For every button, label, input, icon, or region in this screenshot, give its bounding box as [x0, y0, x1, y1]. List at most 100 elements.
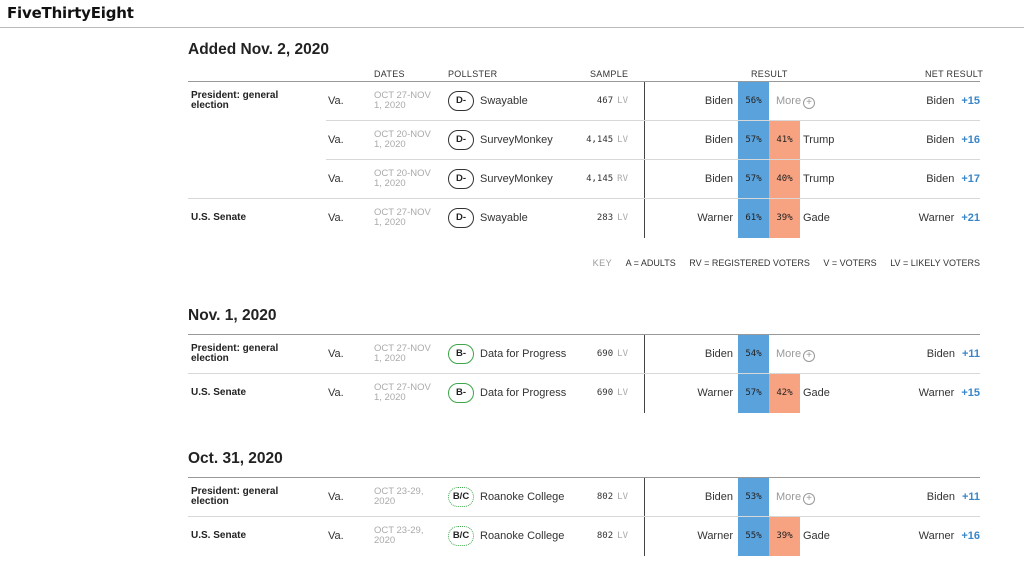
pollster-name[interactable]: Swayable [480, 95, 528, 107]
net-margin: +17 [961, 173, 980, 185]
col-header-dates: DATES [374, 69, 405, 79]
state: Va. [328, 387, 344, 399]
result-divider [644, 478, 645, 556]
result-divider [644, 335, 645, 413]
pollster-name[interactable]: SurveyMonkey [480, 173, 553, 185]
pollster-name[interactable]: Swayable [480, 212, 528, 224]
key-voters: V = VOTERS [823, 258, 877, 268]
net-leader: Biden [926, 173, 955, 185]
pollster-grade[interactable]: D- [448, 130, 474, 150]
candidate-1: Warner [697, 212, 733, 224]
net-leader: Biden [926, 491, 955, 503]
result-bar-rep: 41% [769, 121, 800, 160]
pollster-name[interactable]: Data for Progress [480, 387, 567, 399]
pollster-grade[interactable]: D- [448, 91, 474, 111]
population-type: LV [617, 349, 628, 359]
population-type: LV [617, 96, 628, 106]
population-type: LV [617, 135, 628, 145]
result-bar-rep: 39% [769, 199, 800, 238]
candidate-2: Trump [803, 173, 835, 185]
pollster-name[interactable]: Roanoke College [480, 530, 565, 542]
result-bar-dem: 53% [738, 478, 769, 517]
pollster-grade[interactable]: D- [448, 169, 474, 189]
candidate-2: Gade [803, 530, 830, 542]
col-header-sample: SAMPLE [590, 69, 629, 79]
pollster-grade[interactable]: D- [448, 208, 474, 228]
race-label: President: general election [191, 486, 279, 507]
net-margin: +21 [961, 212, 980, 224]
site-logo[interactable]: FiveThirtyEight [7, 4, 134, 22]
result-bar-dem: 54% [738, 335, 769, 374]
pollster-grade[interactable]: B- [448, 344, 474, 364]
pollster-grade[interactable]: B/C [448, 526, 474, 546]
more-button[interactable]: More + [776, 491, 816, 505]
top-bar: FiveThirtyEight [0, 0, 1024, 28]
col-header-pollster: POLLSTER [448, 69, 498, 79]
sample-size: 690 LV [596, 388, 628, 398]
candidate-1: Biden [704, 491, 733, 503]
result-bar-rep: 39% [769, 517, 800, 556]
col-header-net-result: NET RESULT [925, 69, 984, 79]
race-label: U.S. Senate [191, 387, 247, 398]
candidate-1: Biden [704, 134, 733, 146]
state: Va. [328, 173, 344, 185]
key-registered-voters: RV = REGISTERED VOTERS [689, 258, 810, 268]
poll-dates: OCT 27-NOV 1, 2020 [374, 382, 431, 403]
population-type: LV [617, 388, 628, 398]
sample-size: 690 LV [596, 349, 628, 359]
result-bar-dem: 61% [738, 199, 769, 238]
state: Va. [328, 530, 344, 542]
state: Va. [328, 95, 344, 107]
net-leader: Biden [926, 95, 955, 107]
plus-circle-icon: + [803, 97, 816, 109]
candidate-1: Warner [697, 530, 733, 542]
net-result: Biden +17 [926, 173, 980, 185]
result-bar-dem: 56% [738, 82, 769, 121]
poll-dates: OCT 27-NOV 1, 2020 [374, 207, 431, 228]
population-type: LV [617, 531, 628, 541]
candidate-1: Biden [704, 173, 733, 185]
section-divider [188, 81, 980, 82]
net-result: Biden +11 [927, 348, 980, 360]
pollster-name[interactable]: Data for Progress [480, 348, 567, 360]
row-divider [188, 198, 980, 199]
section-title: Oct. 31, 2020 [188, 450, 283, 467]
row-divider [188, 516, 980, 517]
sample-size: 4,145 RV [586, 174, 628, 184]
net-margin: +11 [961, 348, 980, 360]
section-divider [188, 477, 980, 478]
pollster-name[interactable]: SurveyMonkey [480, 134, 553, 146]
result-bar-rep: 40% [769, 160, 800, 199]
state: Va. [328, 348, 344, 360]
net-leader: Warner [918, 387, 955, 399]
more-button[interactable]: More + [776, 95, 816, 109]
state: Va. [328, 134, 344, 146]
section-title: Nov. 1, 2020 [188, 307, 277, 324]
result-bar-rep: 42% [769, 374, 800, 413]
net-leader: Warner [918, 212, 955, 224]
poll-dates: OCT 23-29, 2020 [374, 486, 424, 507]
row-divider [326, 120, 980, 121]
net-margin: +16 [961, 530, 980, 542]
more-button[interactable]: More + [776, 348, 816, 362]
net-result: Warner +21 [919, 212, 980, 224]
row-divider [326, 159, 980, 160]
sample-size: 802 LV [596, 531, 628, 541]
candidate-1: Warner [697, 387, 733, 399]
pollster-name[interactable]: Roanoke College [480, 491, 565, 503]
sample-size: 802 LV [596, 492, 628, 502]
section-divider [188, 334, 980, 335]
population-type: RV [617, 174, 628, 184]
candidate-2: Gade [803, 387, 830, 399]
race-label: President: general election [191, 90, 279, 111]
net-margin: +11 [961, 491, 980, 503]
pollster-grade[interactable]: B- [448, 383, 474, 403]
state: Va. [328, 212, 344, 224]
candidate-2: Gade [803, 212, 830, 224]
row-divider [188, 373, 980, 374]
col-header-result: RESULT [751, 69, 788, 79]
population-type: LV [617, 213, 628, 223]
result-bar-dem: 55% [738, 517, 769, 556]
pollster-grade[interactable]: B/C [448, 487, 474, 507]
net-leader: Biden [926, 348, 955, 360]
